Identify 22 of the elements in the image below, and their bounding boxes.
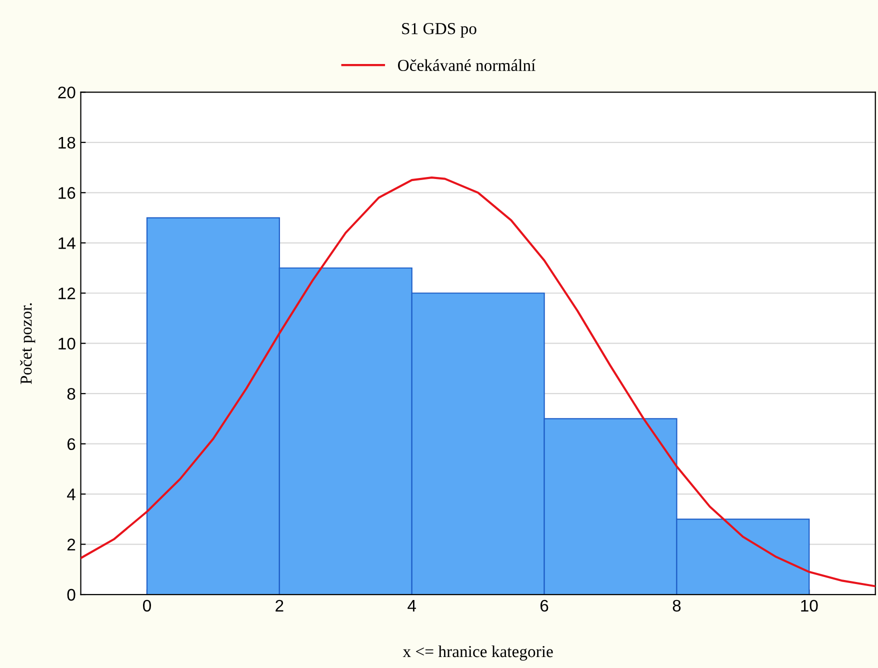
y-tick-label: 18	[58, 136, 76, 149]
y-tick-label: 20	[58, 86, 76, 98]
y-tick-label: 14	[58, 237, 76, 249]
legend-label: Očekávané normální	[398, 59, 536, 72]
x-tick-label: 10	[801, 600, 818, 612]
x-axis-title: x <= hranice kategorie	[402, 645, 553, 661]
y-tick-label: 12	[58, 288, 76, 300]
x-tick-label: 4	[408, 600, 416, 612]
y-axis-title: Počet pozor.	[20, 303, 36, 384]
x-tick-label: 0	[143, 600, 151, 612]
x-tick-label: 6	[540, 600, 548, 612]
line-series	[80, 176, 876, 588]
chart-title: S1 GDS po	[402, 23, 476, 38]
y-tick-label: 2	[67, 538, 76, 550]
y-tick-label: 6	[67, 438, 76, 450]
y-tick-label: 8	[67, 388, 76, 400]
x-tick-label: 2	[276, 600, 284, 612]
y-tick-label: 10	[58, 338, 76, 350]
y-tick-label: 4	[67, 488, 76, 500]
y-tick-label: 0	[67, 588, 76, 601]
y-tick-label: 16	[58, 187, 76, 199]
x-tick-label: 8	[672, 600, 681, 612]
